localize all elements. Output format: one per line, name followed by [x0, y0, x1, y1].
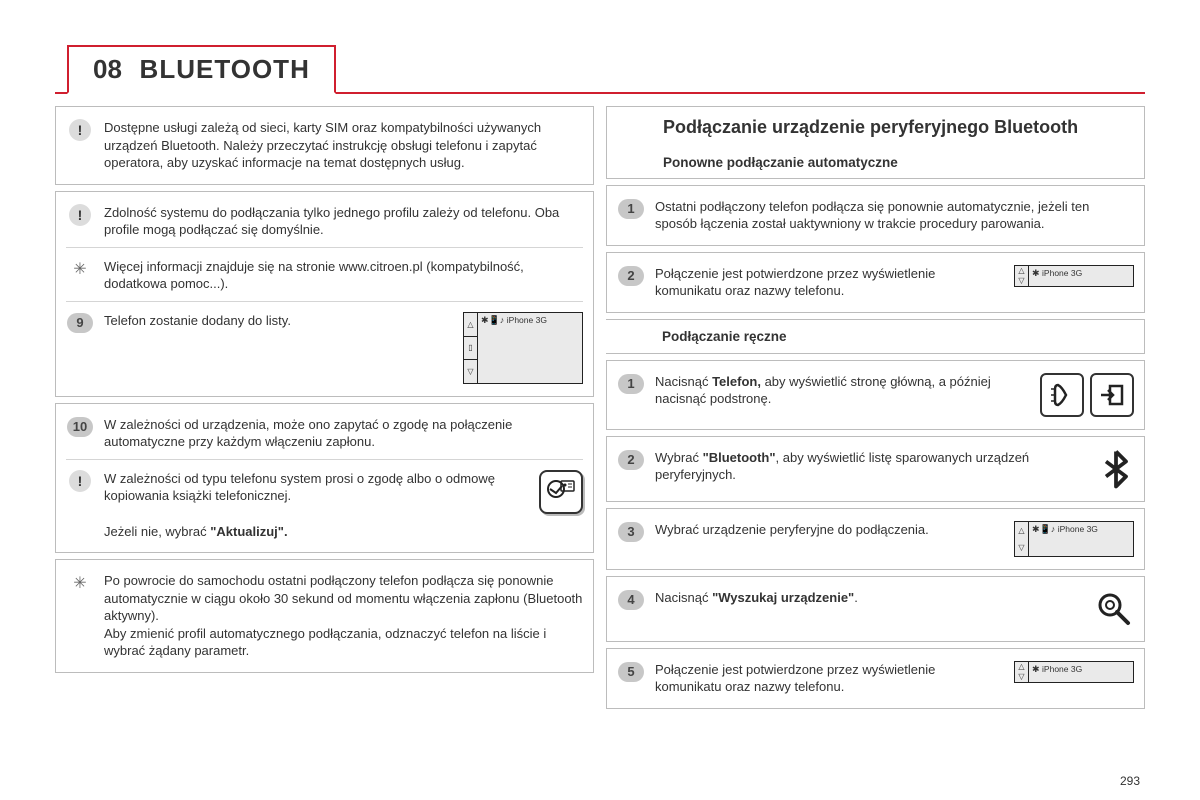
step-number-icon: 1	[617, 198, 645, 220]
step-box: 3 Wybrać urządzenie peryferyjne do podłą…	[606, 508, 1145, 570]
section-tab: 08 BLUETOOTH	[67, 45, 336, 94]
phone-icon	[1040, 373, 1084, 417]
step-number-icon: 1	[617, 373, 645, 395]
enter-icon	[1090, 373, 1134, 417]
step-number-icon: 2	[617, 449, 645, 471]
note-text: Zdolność systemu do podłączania tylko je…	[104, 204, 583, 239]
tip-text: Po powrocie do samochodu ostatni podłącz…	[104, 572, 583, 660]
step-text: Telefon zostanie dodany do listy.	[104, 312, 453, 330]
warning-icon: !	[66, 204, 94, 226]
tip-icon: ✳	[66, 258, 94, 280]
step-text: Połączenie jest potwierdzone przez wyświ…	[655, 265, 1004, 300]
phone-icons	[1040, 373, 1134, 417]
bt-symbol: ✱📱	[481, 315, 500, 325]
phone-list-illustration: △▯▽ ✱📱♪ iPhone 3G	[463, 312, 583, 384]
step-text: W zależności od urządzenia, może ono zap…	[104, 416, 583, 451]
page-number: 293	[1120, 774, 1140, 788]
step-box: 1 Ostatni podłączony telefon podłącza si…	[606, 185, 1145, 246]
section-number: 08	[93, 54, 122, 84]
contact-card-icon	[539, 470, 583, 514]
phone-list-illustration: △▽ ✱ iPhone 3G	[1014, 265, 1134, 287]
step-text: Połączenie jest potwierdzone przez wyświ…	[655, 661, 1004, 696]
step-text: Wybrać urządzenie peryferyjne do podłącz…	[655, 521, 1004, 539]
left-column: ! Dostępne usługi zależą od sieci, karty…	[55, 106, 594, 715]
step-text: Ostatni podłączony telefon podłącza się …	[655, 198, 1134, 233]
step-box: 1 Nacisnąć Telefon, aby wyświetlić stron…	[606, 360, 1145, 430]
step-number-icon: 5	[617, 661, 645, 683]
note-text: W zależności od typu telefonu system pro…	[104, 470, 529, 540]
step-text: Nacisnąć "Wyszukaj urządzenie".	[655, 589, 1084, 607]
step-box: 2 Połączenie jest potwierdzone przez wyś…	[606, 252, 1145, 313]
tip-icon: ✳	[66, 572, 94, 594]
info-box: 10 W zależności od urządzenia, może ono …	[55, 403, 594, 553]
subsection-title: Podłączanie urządzenie peryferyjnego Blu…	[619, 117, 1132, 139]
step-number-icon: 10	[66, 416, 94, 438]
subsection-header: Podłączanie urządzenie peryferyjnego Blu…	[606, 106, 1145, 179]
step-box: 2 Wybrać "Bluetooth", aby wyświetlić lis…	[606, 436, 1145, 502]
step-number-icon: 4	[617, 589, 645, 611]
sub-heading: Podłączanie ręczne	[606, 319, 1145, 354]
step-number-icon: 9	[66, 312, 94, 334]
section-title: BLUETOOTH	[140, 54, 310, 84]
warning-icon: !	[66, 470, 94, 492]
info-box: ✳ Po powrocie do samochodu ostatni podłą…	[55, 559, 594, 673]
phone-list-illustration: △▽ ✱📱♪ iPhone 3G	[1014, 521, 1134, 557]
info-box: ! Dostępne usługi zależą od sieci, karty…	[55, 106, 594, 185]
sub-heading: Ponowne podłączanie automatyczne	[619, 149, 1132, 172]
step-number-icon: 3	[617, 521, 645, 543]
note-text: Dostępne usługi zależą od sieci, karty S…	[104, 119, 583, 172]
tip-text: Więcej informacji znajduje się na stroni…	[104, 258, 583, 293]
section-header: 08 BLUETOOTH	[55, 45, 1145, 94]
search-icon	[1094, 589, 1134, 629]
step-text: Wybrać "Bluetooth", aby wyświetlić listę…	[655, 449, 1088, 484]
step-box: 5 Połączenie jest potwierdzone przez wyś…	[606, 648, 1145, 709]
step-number-icon: 2	[617, 265, 645, 287]
warning-icon: !	[66, 119, 94, 141]
phone-list-illustration: △▽ ✱ iPhone 3G	[1014, 661, 1134, 683]
step-text: Nacisnąć Telefon, aby wyświetlić stronę …	[655, 373, 1030, 408]
info-box: ! Zdolność systemu do podłączania tylko …	[55, 191, 594, 397]
right-column: Podłączanie urządzenie peryferyjnego Blu…	[606, 106, 1145, 715]
step-box: 4 Nacisnąć "Wyszukaj urządzenie".	[606, 576, 1145, 642]
two-column-layout: ! Dostępne usługi zależą od sieci, karty…	[55, 106, 1145, 715]
manual-page: 08 BLUETOOTH ! Dostępne usługi zależą od…	[0, 0, 1200, 800]
bluetooth-icon	[1098, 449, 1134, 489]
